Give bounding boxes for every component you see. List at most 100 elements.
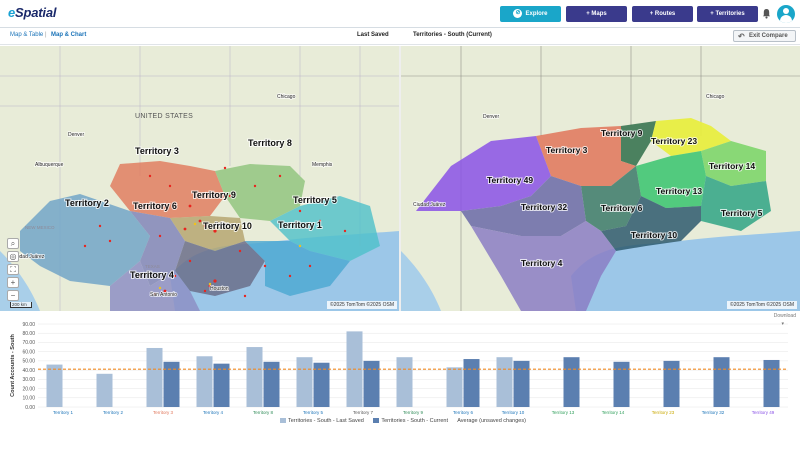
city-label-denver-right: Denver <box>483 114 499 120</box>
zoom-in-button[interactable]: + <box>7 277 19 288</box>
chart-y-tick-label: 60.00 <box>22 349 35 355</box>
chart-bar-current <box>163 361 180 407</box>
chart-bar-current <box>463 359 480 407</box>
city-label-albuquerque: Albuquerque <box>35 162 64 168</box>
state-label-texas: TEXAS <box>145 264 160 269</box>
download-menu-icon[interactable]: ▾ <box>781 321 784 327</box>
right-map-canvas: Chicago Denver Ciudad Juárez Territory 9… <box>401 46 800 311</box>
chart-x-tick-label: Territory 23 <box>652 410 675 415</box>
chart-y-tick-label: 70.00 <box>22 340 35 346</box>
breadcrumb-separator: | <box>45 32 47 38</box>
chart-x-tick-label: Territory 49 <box>752 410 775 415</box>
notification-bell-icon[interactable] <box>762 8 771 19</box>
chart-y-tick-label: 80.00 <box>22 331 35 337</box>
territory-label-2: Territory 2 <box>65 198 109 208</box>
exit-compare-button[interactable]: ↶ Exit Compare <box>733 30 796 42</box>
chart-bar-last-saved <box>146 347 163 407</box>
chart-bar-current <box>313 362 330 407</box>
chart-x-tick-label: Territory 10 <box>502 410 525 415</box>
city-label-san-antonio: San Antonio <box>150 292 177 298</box>
territory-label-32-right: Territory 32 <box>521 202 567 212</box>
chart-x-tick-label: Territory 13 <box>552 410 575 415</box>
territory-23-region <box>651 118 731 156</box>
chart-x-tick-label: Territory 9 <box>403 410 424 415</box>
espatial-logo[interactable]: eSpatial <box>8 5 57 20</box>
map-attribution: ©2025 TomTom ©2025 OSM <box>327 301 397 309</box>
chart-y-tick-label: 0.00 <box>25 405 35 411</box>
city-label-ciudad-juarez-right: Ciudad Juárez <box>413 202 446 208</box>
chart-bar-last-saved <box>296 357 313 407</box>
chart-bar-last-saved <box>46 364 63 407</box>
add-territories-button[interactable]: + Territories <box>697 6 758 22</box>
legend-item-current[interactable]: Territories - South - Current <box>373 418 448 424</box>
chart-x-tick-label: Territory 3 <box>153 410 174 415</box>
territory-14-region <box>701 141 766 186</box>
right-map[interactable]: Chicago Denver Ciudad Juárez Territory 9… <box>401 46 800 311</box>
territory-3-region <box>110 161 225 218</box>
territory-label-9: Territory 9 <box>192 190 236 200</box>
territory-10-region <box>175 241 265 296</box>
chart-y-tick-label: 50.00 <box>22 359 35 365</box>
zoom-out-button[interactable]: − <box>7 290 19 301</box>
chart-x-tick-label: Territory 32 <box>702 410 725 415</box>
map-divider <box>399 46 401 311</box>
chart-y-tick-label: 10.00 <box>22 396 35 402</box>
breadcrumb-map-chart[interactable]: Map & Chart <box>51 32 87 38</box>
territory-3-region <box>536 126 636 186</box>
view-toolbar: Map & Table | Map & Chart Last Saved Ter… <box>0 28 800 45</box>
territory-label-1: Territory 1 <box>278 220 322 230</box>
territory-label-23-right: Territory 23 <box>651 136 697 146</box>
territory-label-3-right: Territory 3 <box>546 145 588 155</box>
territory-label-8: Territory 8 <box>248 138 292 148</box>
left-map[interactable]: UNITED STATES NEW MEXICO TEXAS Chicago D… <box>0 46 400 311</box>
zoom-search-icon[interactable]: ⌕ <box>7 238 19 249</box>
chart-y-tick-label: 40.00 <box>22 368 35 374</box>
territory-13-region <box>636 151 706 208</box>
explore-label: Explore <box>525 11 548 17</box>
chart-canvas: Count Accounts - South 0.00 10.00 20.00 30.0… <box>10 322 788 415</box>
territory-label-5: Territory 5 <box>293 195 337 205</box>
add-routes-button[interactable]: + Routes <box>632 6 693 22</box>
user-avatar[interactable] <box>777 5 795 23</box>
chart-bar-last-saved <box>246 347 263 407</box>
territories-label: + Territories <box>710 11 745 17</box>
territory-label-49-right: Territory 49 <box>487 175 533 185</box>
chart-bar-current <box>563 357 580 407</box>
maps-label: + Maps <box>586 11 607 17</box>
chart-y-tick-label: 30.00 <box>22 377 35 383</box>
territory-label-10-right: Territory 10 <box>631 230 677 240</box>
top-navigation-bar: eSpatial ⊘ Explore + Maps + Routes + Terr… <box>0 0 800 28</box>
territory-label-9-right: Territory 9 <box>601 128 643 138</box>
chart-x-tick-label: Territory 14 <box>602 410 625 415</box>
territory-6-region <box>581 166 641 231</box>
chart-x-tick-label: Territory 2 <box>103 410 124 415</box>
territory-label-4: Territory 4 <box>130 270 174 280</box>
map-scale-bar: 200 km <box>10 302 32 308</box>
legend-item-average[interactable]: Average (unsaved changes) <box>457 418 526 424</box>
left-map-canvas: UNITED STATES NEW MEXICO TEXAS Chicago D… <box>0 46 400 311</box>
add-maps-button[interactable]: + Maps <box>566 6 627 22</box>
chart-y-tick-label: 90.00 <box>22 322 35 328</box>
territory-10-region <box>601 196 701 251</box>
exit-arrow-icon: ↶ <box>738 32 745 41</box>
territory-label-13-right: Territory 13 <box>656 186 702 196</box>
right-map-caption: Territories - South (Current) <box>413 32 492 38</box>
chart-x-tick-label: Territory 5 <box>303 410 324 415</box>
explore-button[interactable]: ⊘ Explore <box>500 6 561 22</box>
fullscreen-icon[interactable]: ⛶ <box>7 264 19 275</box>
chart-bar-last-saved <box>396 357 413 407</box>
chart-x-tick-label: Territory 7 <box>353 410 374 415</box>
territory-label-4-right: Territory 4 <box>521 258 563 268</box>
chart-bar-current <box>663 360 680 407</box>
locate-icon[interactable]: ◎ <box>7 251 19 262</box>
city-label-houston: Houston <box>210 286 229 292</box>
routes-label: + Routes <box>649 11 676 17</box>
breadcrumb-map-table[interactable]: Map & Table <box>10 32 44 38</box>
city-label-ciudad-juarez: Ciudad Juárez <box>12 254 45 260</box>
download-link[interactable]: Download <box>773 313 796 319</box>
territory-label-6: Territory 6 <box>133 201 177 211</box>
city-label-denver: Denver <box>68 132 84 138</box>
legend-item-last-saved[interactable]: Territories - South - Last Saved <box>280 418 364 424</box>
territory-label-10: Territory 10 <box>203 221 252 231</box>
chart-bar-last-saved <box>496 357 513 407</box>
